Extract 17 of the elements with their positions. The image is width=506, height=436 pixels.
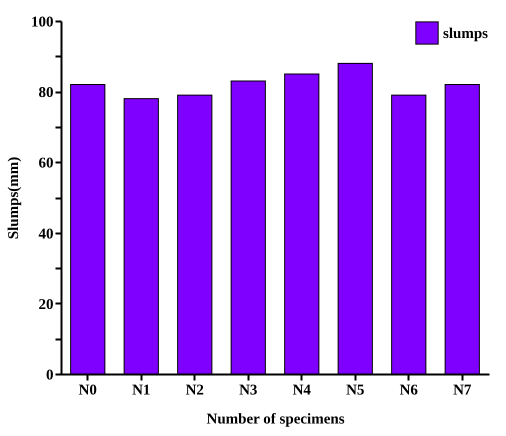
- x-tick-label: N3: [239, 382, 258, 398]
- x-tick-label: N2: [186, 382, 204, 398]
- y-tick-label: 20: [38, 296, 54, 313]
- x-tick-label: N1: [132, 382, 150, 398]
- y-tick-label: 60: [38, 156, 54, 172]
- legend-label: slumps: [443, 26, 488, 42]
- x-tick-label: N7: [453, 382, 472, 398]
- y-axis-title: Slumps(mm): [6, 156, 22, 240]
- y-tick-label: 100: [31, 14, 54, 30]
- x-tick-label: N6: [400, 382, 418, 398]
- x-tick-label: N4: [292, 382, 312, 398]
- y-tick-label: 0: [46, 368, 54, 384]
- y-tick-label: 40: [38, 226, 54, 242]
- x-axis-title: Number of specimens: [206, 412, 345, 428]
- y-tick-label: 80: [38, 85, 54, 102]
- x-tick-label: N0: [78, 382, 97, 398]
- x-tick-label: N5: [346, 382, 364, 398]
